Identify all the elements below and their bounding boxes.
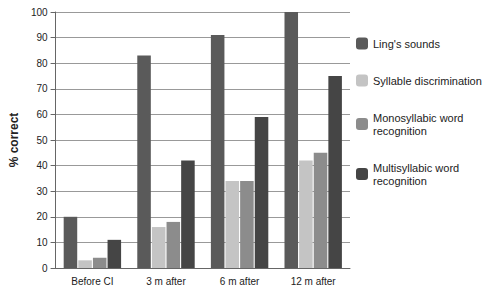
svg-text:recognition: recognition	[373, 125, 427, 137]
svg-text:Syllable discrimination: Syllable discrimination	[373, 75, 482, 87]
svg-text:70: 70	[36, 83, 48, 94]
svg-text:% correct: % correct	[7, 113, 21, 168]
svg-text:40: 40	[36, 160, 48, 171]
svg-text:Before CI: Before CI	[71, 276, 113, 287]
svg-text:0: 0	[42, 263, 48, 274]
svg-text:Ling's sounds: Ling's sounds	[373, 38, 440, 50]
svg-text:10: 10	[36, 237, 48, 248]
svg-text:100: 100	[31, 7, 48, 18]
svg-text:60: 60	[36, 109, 48, 120]
svg-text:recognition: recognition	[373, 175, 427, 187]
svg-text:50: 50	[36, 135, 48, 146]
svg-text:12 m after: 12 m after	[291, 276, 337, 287]
svg-text:90: 90	[36, 32, 48, 43]
svg-text:80: 80	[36, 58, 48, 69]
svg-text:Monosyllabic word: Monosyllabic word	[373, 112, 467, 124]
svg-text:6 m after: 6 m after	[220, 276, 260, 287]
svg-text:Multisyllabic word: Multisyllabic word	[373, 162, 462, 174]
svg-text:30: 30	[36, 186, 48, 197]
svg-text:3 m after: 3 m after	[146, 276, 186, 287]
svg-text:20: 20	[36, 211, 48, 222]
